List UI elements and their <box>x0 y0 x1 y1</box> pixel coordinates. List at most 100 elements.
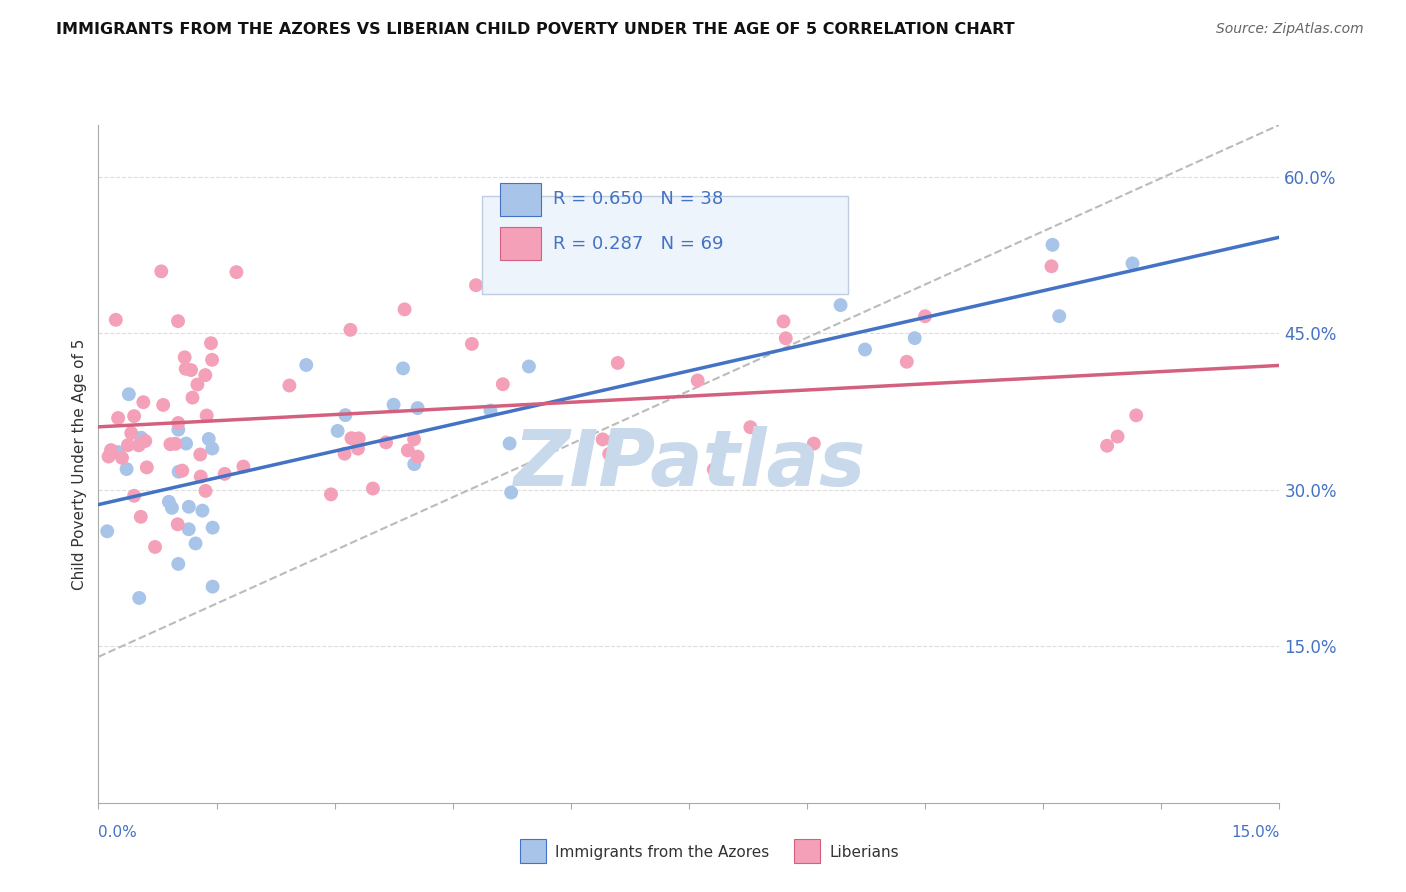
Point <box>152 398 174 412</box>
Point <box>201 352 224 367</box>
Point <box>703 462 725 476</box>
Point <box>830 298 852 312</box>
Point <box>167 465 190 479</box>
Point <box>111 450 134 465</box>
Point <box>150 264 173 278</box>
Point <box>361 482 384 496</box>
Text: Liberians: Liberians <box>830 846 900 860</box>
Point <box>461 337 484 351</box>
Point <box>167 423 190 437</box>
Point <box>1121 256 1143 270</box>
Point <box>225 265 247 279</box>
Point <box>396 443 419 458</box>
Point <box>214 467 236 481</box>
Point <box>339 323 361 337</box>
Point <box>128 438 150 452</box>
Point <box>135 460 157 475</box>
Point <box>181 391 204 405</box>
Point <box>347 431 370 445</box>
Point <box>347 442 370 456</box>
Text: ZIPatlas: ZIPatlas <box>513 425 865 502</box>
Point <box>129 431 152 445</box>
Point <box>115 462 138 476</box>
Point <box>143 540 166 554</box>
Text: R = 0.650   N = 38: R = 0.650 N = 38 <box>553 191 723 209</box>
Point <box>195 409 218 423</box>
Point <box>1095 439 1118 453</box>
Point <box>295 358 318 372</box>
Point <box>160 500 183 515</box>
Point <box>200 336 222 351</box>
Point <box>107 445 129 459</box>
Bar <box>501 183 541 217</box>
Point <box>775 331 797 345</box>
Point <box>392 361 415 376</box>
Point <box>394 302 416 317</box>
Point <box>479 403 502 417</box>
Point <box>197 432 219 446</box>
Point <box>404 433 426 447</box>
Point <box>134 434 156 448</box>
Point <box>167 557 190 571</box>
Point <box>404 457 426 471</box>
Point <box>172 464 194 478</box>
Point <box>592 433 614 447</box>
Point <box>190 469 212 483</box>
FancyBboxPatch shape <box>482 196 848 294</box>
Point <box>167 416 190 430</box>
Y-axis label: Child Poverty Under the Age of 5: Child Poverty Under the Age of 5 <box>72 338 87 590</box>
Point <box>1042 237 1064 252</box>
Point <box>501 485 523 500</box>
Text: R = 0.287   N = 69: R = 0.287 N = 69 <box>553 235 724 252</box>
Point <box>173 351 195 365</box>
Point <box>278 378 301 392</box>
Point <box>382 398 405 412</box>
Point <box>606 356 628 370</box>
Point <box>406 401 429 415</box>
Point <box>128 591 150 605</box>
Point <box>406 450 429 464</box>
Point <box>803 436 825 450</box>
Text: IMMIGRANTS FROM THE AZORES VS LIBERIAN CHILD POVERTY UNDER THE AGE OF 5 CORRELAT: IMMIGRANTS FROM THE AZORES VS LIBERIAN C… <box>56 22 1015 37</box>
Point <box>157 495 180 509</box>
Point <box>132 395 155 409</box>
Point <box>201 521 224 535</box>
Point <box>904 331 927 345</box>
Point <box>96 524 118 539</box>
Text: Source: ZipAtlas.com: Source: ZipAtlas.com <box>1216 22 1364 37</box>
Point <box>166 517 188 532</box>
Point <box>174 361 197 376</box>
Point <box>465 278 488 293</box>
Point <box>167 314 190 328</box>
Point <box>375 435 398 450</box>
Bar <box>501 227 541 260</box>
Text: Immigrants from the Azores: Immigrants from the Azores <box>555 846 769 860</box>
Point <box>201 580 224 594</box>
Point <box>122 489 145 503</box>
Point <box>104 313 127 327</box>
Point <box>120 426 142 441</box>
Point <box>100 443 122 458</box>
Point <box>129 509 152 524</box>
Point <box>194 483 217 498</box>
Point <box>165 437 187 451</box>
Point <box>740 420 762 434</box>
Point <box>188 448 211 462</box>
Point <box>602 434 624 448</box>
Text: 0.0%: 0.0% <box>98 825 138 840</box>
Point <box>853 343 876 357</box>
Point <box>107 411 129 425</box>
Point <box>498 436 520 450</box>
Point <box>232 459 254 474</box>
Point <box>914 310 936 324</box>
Point <box>194 368 217 383</box>
Point <box>335 408 357 422</box>
Point <box>177 522 200 536</box>
Point <box>896 355 918 369</box>
Point <box>97 450 120 464</box>
Point <box>326 424 349 438</box>
Point <box>772 314 794 328</box>
Point <box>492 377 515 392</box>
Point <box>117 438 139 452</box>
Point <box>186 377 208 392</box>
